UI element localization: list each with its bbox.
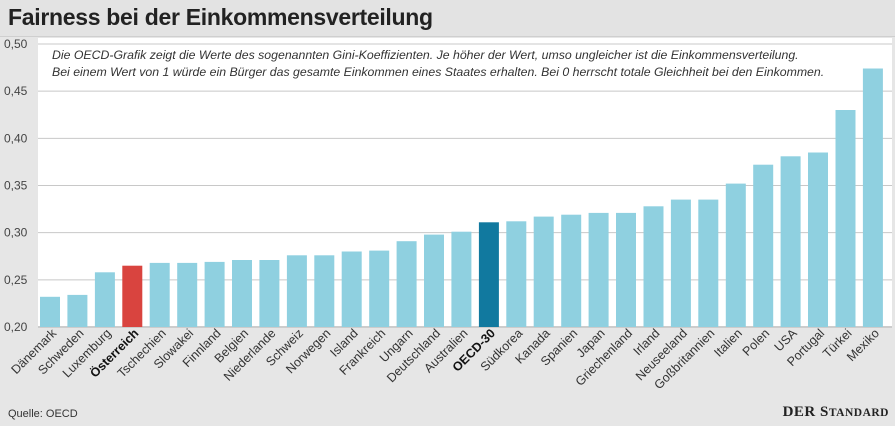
y-tick-labels: 0,20 0,25 0,30 0,35 0,40 0,45 0,50 bbox=[4, 37, 28, 334]
bar bbox=[40, 296, 60, 327]
bar bbox=[780, 156, 801, 327]
bar-chart: 0,20 0,25 0,30 0,35 0,40 0,45 0,50 DänemarkSch… bbox=[4, 37, 892, 393]
bar bbox=[670, 199, 691, 327]
x-tick-label: Polen bbox=[740, 326, 773, 359]
bar bbox=[341, 251, 362, 327]
bar bbox=[149, 262, 170, 327]
bar bbox=[533, 216, 554, 327]
source-label: Quelle: OECD bbox=[8, 408, 78, 420]
x-tick-label: Italien bbox=[711, 326, 745, 360]
bar bbox=[259, 260, 280, 327]
bar bbox=[643, 206, 664, 327]
publisher-logo-der: DER bbox=[782, 404, 816, 420]
bar bbox=[451, 231, 472, 327]
x-tick-labels: DänemarkSchwedenLuxemburgÖsterreichTsche… bbox=[8, 326, 882, 393]
publisher-logo: DER STANDARD bbox=[783, 404, 889, 421]
y-tick-label: 0,30 bbox=[4, 226, 28, 240]
title-bar: Fairness bei der Einkommensverteilung bbox=[0, 0, 895, 37]
y-tick-label: 0,25 bbox=[4, 273, 28, 287]
y-tick-label: 0,35 bbox=[4, 179, 28, 193]
bar bbox=[94, 272, 115, 327]
bar bbox=[177, 262, 198, 327]
chart-title: Fairness bei der Einkommensverteilung bbox=[8, 4, 433, 30]
bar bbox=[862, 68, 883, 327]
y-tick-label: 0,45 bbox=[4, 84, 28, 98]
bar bbox=[314, 255, 335, 327]
bar bbox=[232, 260, 252, 327]
bar bbox=[698, 199, 719, 327]
publisher-logo-s: S bbox=[820, 404, 829, 420]
bar bbox=[424, 234, 444, 327]
bar bbox=[506, 221, 527, 327]
chart-note: Die OECD-Grafik zeigt die Werte des soge… bbox=[48, 47, 856, 81]
y-tick-label: 0,50 bbox=[4, 37, 28, 51]
y-tick-label: 0,20 bbox=[4, 320, 28, 334]
chart-note-line-1: Die OECD-Grafik zeigt die Werte des soge… bbox=[52, 48, 799, 62]
bar bbox=[616, 212, 636, 327]
bar bbox=[369, 250, 390, 327]
bar-layer bbox=[40, 68, 883, 327]
bar bbox=[396, 241, 417, 327]
y-tick-label: 0,40 bbox=[4, 131, 28, 145]
bar bbox=[753, 164, 774, 327]
publisher-logo-rest: TANDARD bbox=[828, 407, 889, 419]
bar bbox=[588, 212, 609, 327]
bar bbox=[725, 183, 746, 327]
chart-note-line-2: Bei einem Wert von 1 würde ein Bürger da… bbox=[52, 65, 825, 79]
bar bbox=[808, 152, 828, 327]
bar bbox=[67, 294, 88, 327]
bar bbox=[835, 110, 856, 327]
bar bbox=[478, 222, 499, 327]
bar bbox=[286, 255, 307, 327]
bar bbox=[561, 214, 582, 327]
bar bbox=[122, 265, 143, 327]
bar bbox=[204, 261, 225, 327]
